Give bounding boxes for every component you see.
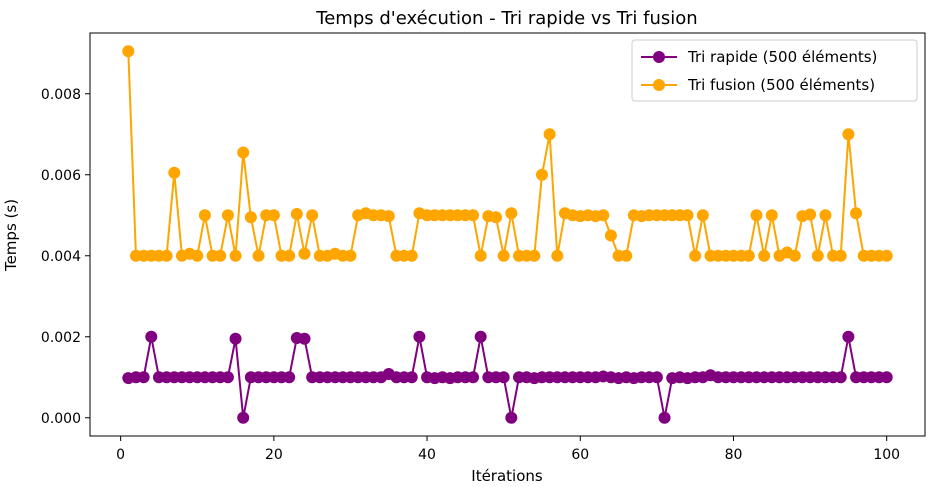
data-point (788, 249, 801, 262)
data-point (122, 45, 135, 58)
data-point (804, 208, 817, 221)
data-point (474, 249, 487, 262)
legend-swatch-marker (653, 51, 665, 63)
data-point (505, 207, 518, 220)
data-point (497, 371, 510, 384)
data-point (382, 210, 395, 223)
x-tick-label: 100 (873, 447, 900, 463)
y-tick-label: 0.000 (41, 411, 81, 427)
data-point (221, 371, 234, 384)
y-tick-label: 0.002 (41, 330, 81, 346)
legend-label-tri-rapide: Tri rapide (500 éléments) (687, 48, 877, 66)
y-tick-label: 0.008 (41, 87, 81, 103)
data-point (267, 209, 280, 222)
data-point (834, 249, 847, 262)
plot-area (122, 45, 893, 424)
data-point (490, 211, 503, 224)
legend-entry-tri-rapide: Tri rapide (500 éléments) (641, 48, 877, 66)
legend-entry-tri-fusion: Tri fusion (500 éléments) (641, 76, 875, 94)
legend-swatch-marker (653, 79, 665, 91)
legend-box (631, 39, 918, 102)
series-tri-rapide (122, 330, 893, 424)
data-point (604, 229, 617, 242)
data-point (237, 411, 250, 424)
data-point (758, 249, 771, 262)
data-point (834, 371, 847, 384)
data-point (742, 249, 755, 262)
data-point (344, 249, 357, 262)
x-axis: 0 20 40 60 80 100 (116, 436, 900, 463)
data-point (283, 371, 296, 384)
axes-frame (89, 32, 926, 437)
data-point (467, 209, 480, 222)
y-axis-title: Temps (s) (2, 199, 20, 272)
data-point (696, 209, 709, 222)
data-point (467, 371, 480, 384)
data-point (505, 411, 518, 424)
data-point (880, 249, 893, 262)
data-point (198, 209, 211, 222)
data-point (298, 332, 311, 345)
data-point (750, 209, 763, 222)
data-point (597, 209, 610, 222)
data-point (474, 330, 487, 343)
data-point (842, 128, 855, 141)
x-tick-label: 60 (571, 447, 589, 463)
legend: Tri rapide (500 éléments) Tri fusion (50… (631, 39, 918, 102)
data-point (145, 330, 158, 343)
data-point (681, 209, 694, 222)
data-point (850, 207, 863, 220)
data-point (237, 146, 250, 159)
data-point (252, 249, 265, 262)
x-axis-title: Itérations (471, 467, 543, 485)
y-tick-label: 0.004 (41, 249, 81, 265)
data-point (842, 330, 855, 343)
data-point (689, 249, 702, 262)
data-point (528, 249, 541, 262)
data-point (229, 332, 242, 345)
data-point (620, 249, 633, 262)
data-point (535, 168, 548, 181)
data-point (413, 330, 426, 343)
data-point (658, 411, 671, 424)
data-point (306, 209, 319, 222)
data-point (819, 209, 832, 222)
data-point (298, 247, 311, 260)
legend-label-tri-fusion: Tri fusion (500 éléments) (687, 76, 875, 94)
chart-title: Temps d'exécution - Tri rapide vs Tri fu… (315, 8, 697, 29)
x-tick-label: 0 (116, 447, 125, 463)
data-point (283, 249, 296, 262)
series-line (127, 51, 887, 257)
data-point (191, 249, 204, 262)
x-tick-label: 20 (265, 447, 283, 463)
data-point (214, 249, 227, 262)
data-point (168, 166, 181, 179)
data-point (497, 249, 510, 262)
data-point (650, 371, 663, 384)
data-point (880, 371, 893, 384)
data-point (290, 208, 303, 221)
y-axis: 0.000 0.002 0.004 0.006 0.008 (41, 87, 90, 427)
data-point (160, 249, 173, 262)
data-point (244, 211, 257, 224)
data-point (551, 249, 564, 262)
series-tri-fusion (122, 45, 893, 262)
data-point (405, 249, 418, 262)
data-point (137, 371, 150, 384)
y-tick-label: 0.006 (41, 168, 81, 184)
data-point (221, 209, 234, 222)
data-point (229, 249, 242, 262)
data-point (765, 209, 778, 222)
x-tick-label: 80 (725, 447, 743, 463)
x-tick-label: 40 (418, 447, 436, 463)
data-point (543, 128, 556, 141)
data-point (811, 249, 824, 262)
data-point (405, 371, 418, 384)
